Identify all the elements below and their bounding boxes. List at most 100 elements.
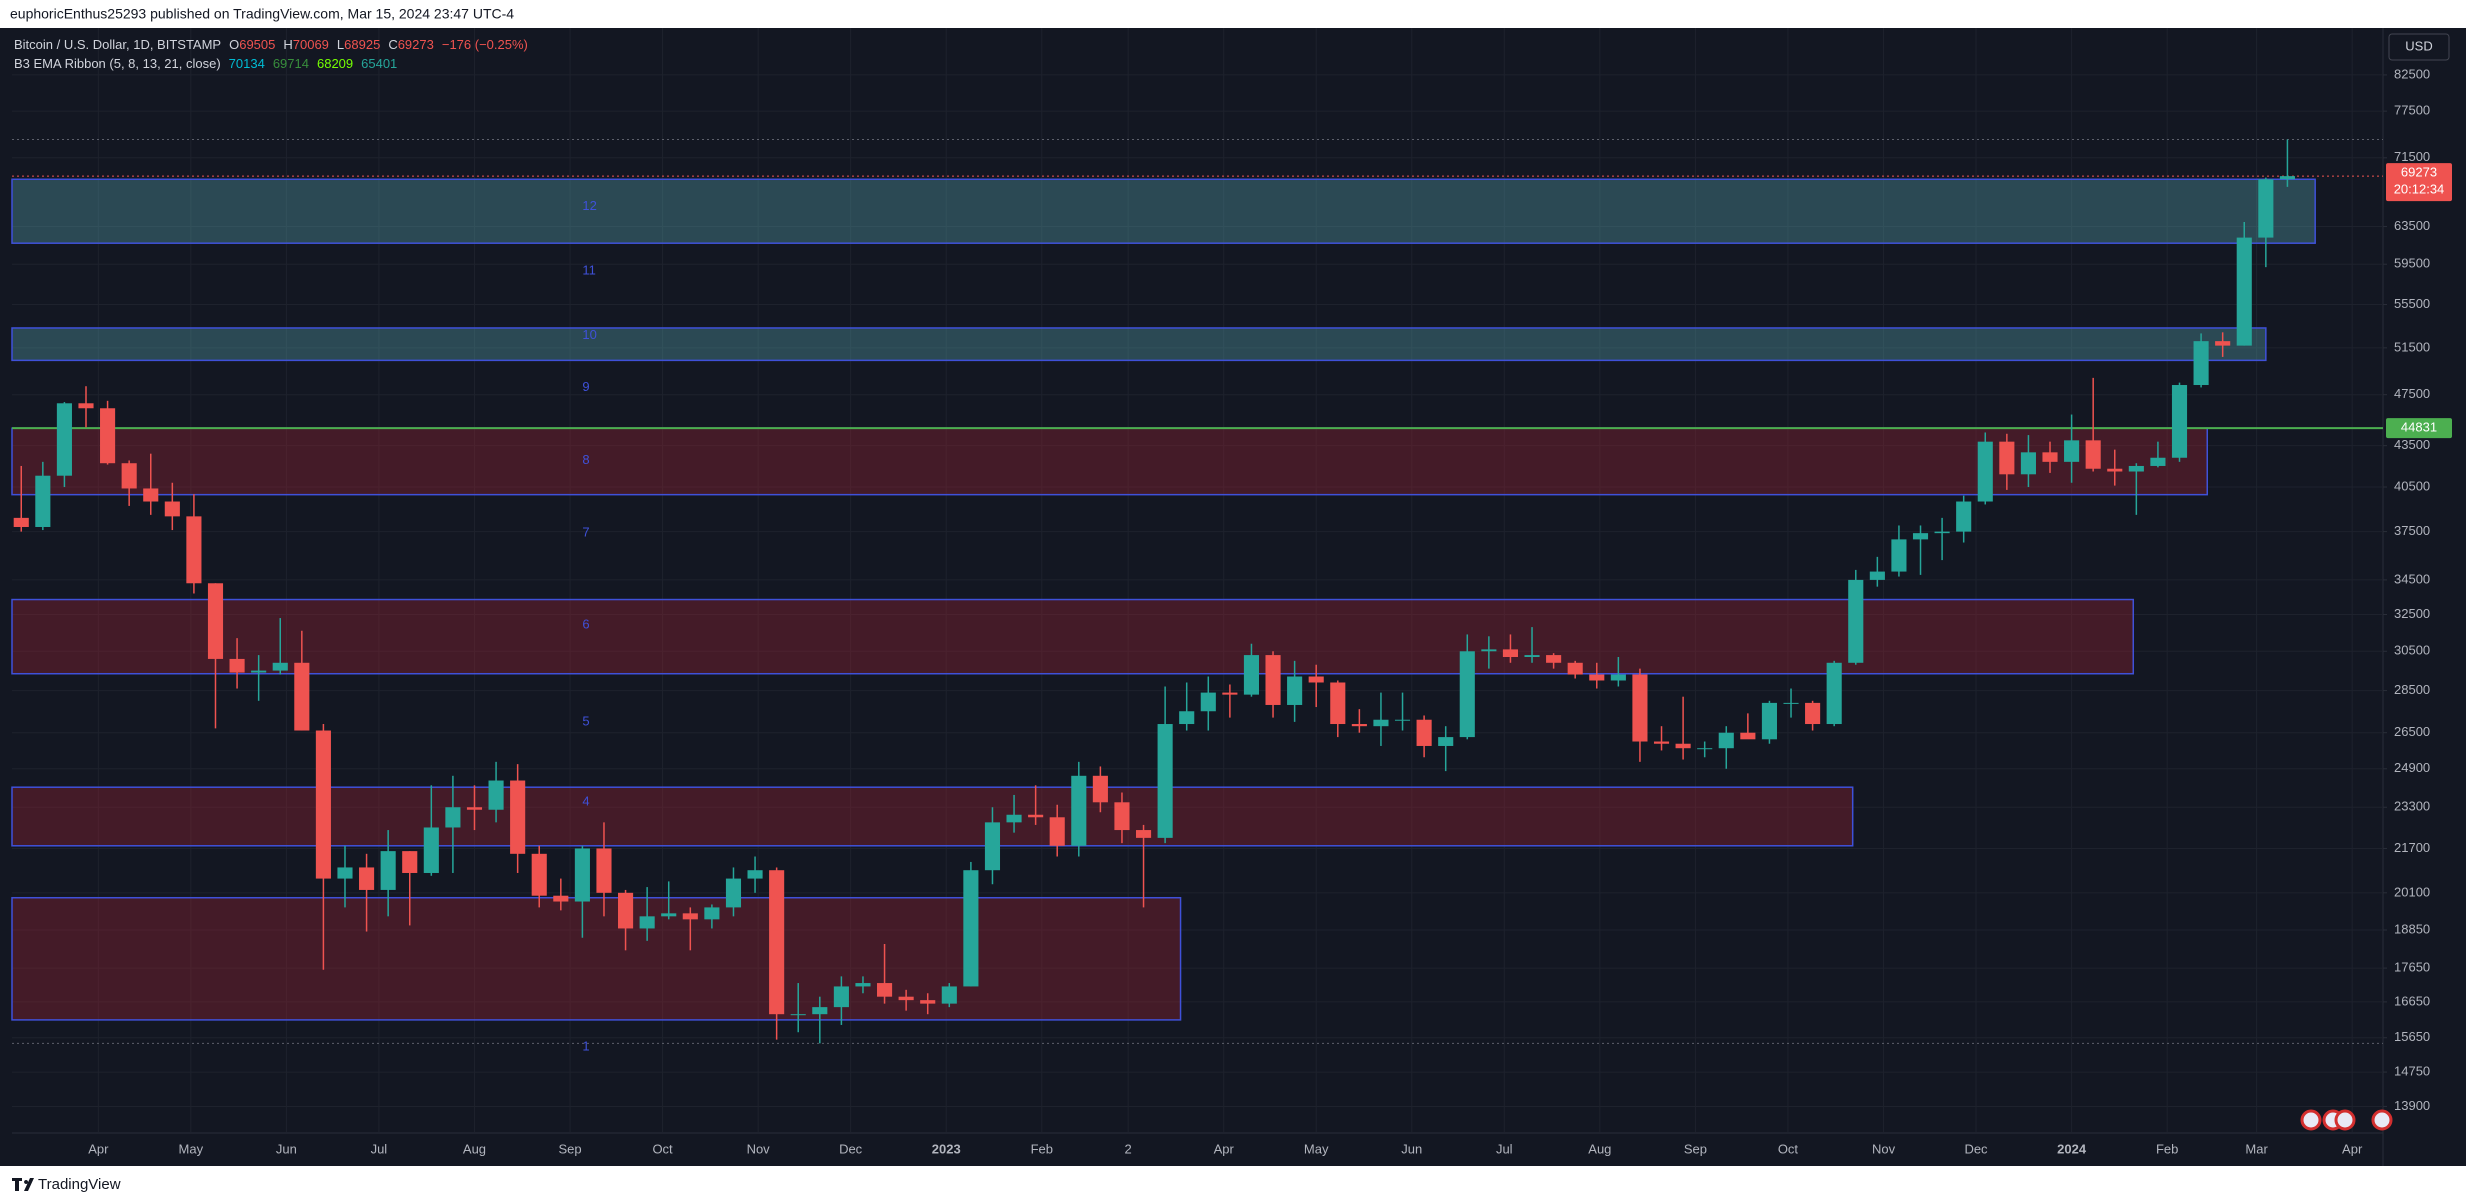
- x-tick-label: Apr: [1214, 1141, 1235, 1156]
- y-tick-label: 34500: [2394, 571, 2430, 586]
- candle-body: [1459, 651, 1475, 738]
- candle-body: [35, 475, 51, 527]
- x-tick-label: Dec: [1964, 1141, 1988, 1156]
- zone: [11, 598, 2135, 675]
- candle-body: [1114, 802, 1130, 831]
- candle-body: [2171, 385, 2188, 458]
- x-tick-label: Oct: [1778, 1141, 1799, 1156]
- candle-body: [1265, 655, 1281, 705]
- x-tick-label: 2: [1125, 1141, 1132, 1156]
- candle-body: [1632, 674, 1648, 742]
- candle-body: [1610, 674, 1626, 681]
- candle-body: [1200, 692, 1216, 712]
- candle-body: [574, 848, 590, 902]
- candle-body: [984, 822, 1001, 871]
- candle-body: [1675, 743, 1691, 749]
- y-tick-label: 28500: [2394, 682, 2430, 697]
- candle-body: [1049, 817, 1065, 846]
- indicator-value: 65401: [361, 56, 397, 71]
- candle-body: [2020, 452, 2036, 475]
- candle-body: [1502, 649, 1519, 658]
- candle-body: [1999, 441, 2015, 475]
- candle-body: [1006, 814, 1022, 823]
- candle-body: [1718, 732, 1734, 749]
- candle-body: [207, 583, 224, 659]
- indicator-value: 70134: [229, 56, 265, 71]
- candle-body: [1805, 702, 1821, 725]
- last-price-label: 69273: [2401, 165, 2437, 180]
- candle-body: [2107, 468, 2123, 472]
- y-tick-label: 24900: [2394, 760, 2430, 775]
- candle-body: [78, 403, 94, 409]
- candle-body: [272, 662, 288, 671]
- x-tick-label: May: [1304, 1141, 1329, 1156]
- x-tick-label: Feb: [2156, 1141, 2178, 1156]
- candle-body: [229, 658, 245, 673]
- y-tick-label: 59500: [2394, 256, 2430, 271]
- candle-body: [1243, 655, 1260, 695]
- zone: [11, 178, 2316, 244]
- candle-body: [704, 907, 720, 920]
- candle-body: [639, 916, 655, 929]
- candle-body: [510, 780, 526, 854]
- candle-body: [1028, 814, 1044, 818]
- level-label: 8: [582, 452, 589, 467]
- candle-body: [2042, 452, 2058, 462]
- indicator-row: B3 EMA Ribbon (5, 8, 13, 21, close) 70134…: [14, 56, 397, 71]
- candle-body: [1567, 662, 1583, 675]
- y-tick-label: 43500: [2394, 437, 2430, 452]
- candle-body: [2085, 440, 2101, 469]
- candle-body: [1740, 732, 1756, 740]
- candle-body: [1653, 741, 1670, 744]
- x-tick-label: Sep: [558, 1141, 581, 1156]
- candle-body: [1524, 655, 1540, 658]
- candle-body: [1891, 539, 1907, 572]
- candle-body: [1589, 674, 1605, 681]
- candle-body: [294, 662, 310, 731]
- y-tick-label: 23300: [2394, 799, 2430, 814]
- legend-row: Bitcoin / U.S. Dollar, 1D, BITSTAMP O6950…: [14, 37, 528, 52]
- footer-brand: TradingView: [38, 1176, 121, 1193]
- ohlc-value: 69273: [398, 37, 434, 52]
- countdown: 20:12:34: [2394, 182, 2445, 197]
- event-icon[interactable]: [2371, 1109, 2393, 1131]
- candle-body: [661, 913, 677, 917]
- candle-body: [445, 807, 461, 828]
- x-tick-label: Nov: [1872, 1141, 1896, 1156]
- y-tick-label: 51500: [2394, 339, 2430, 354]
- candle-body: [1956, 501, 1972, 532]
- x-tick-label: Jun: [1401, 1141, 1422, 1156]
- x-tick-label: May: [179, 1141, 204, 1156]
- event-icon[interactable]: [2334, 1109, 2356, 1131]
- y-tick-label: 47500: [2394, 386, 2430, 401]
- x-tick-label: Aug: [1588, 1141, 1611, 1156]
- candle-body: [2064, 440, 2080, 462]
- y-tick-label: 82500: [2394, 66, 2430, 81]
- level-price-label: 44831: [2401, 420, 2437, 435]
- candle-body: [725, 878, 742, 908]
- x-tick-label: Oct: [652, 1141, 673, 1156]
- candle-body: [143, 488, 159, 502]
- candles: [13, 139, 2295, 1044]
- event-icon[interactable]: [2300, 1109, 2322, 1131]
- tv-logo: [12, 1178, 34, 1191]
- level-label: 6: [582, 617, 589, 632]
- y-tick-label: 40500: [2394, 478, 2430, 493]
- ohlc-key: H: [283, 37, 292, 52]
- x-tick-label: 2023: [932, 1141, 961, 1156]
- x-tick-label: Aug: [463, 1141, 486, 1156]
- candle-body: [186, 516, 202, 584]
- candle-body: [618, 892, 634, 929]
- levels: [12, 138, 2383, 1044]
- zone: [11, 896, 1182, 1021]
- candle-body: [2215, 341, 2231, 346]
- candle-body: [1308, 676, 1324, 683]
- candle-body: [380, 851, 396, 890]
- candle-body: [1826, 662, 1842, 725]
- y-tick-label: 32500: [2394, 606, 2430, 621]
- level-label: 11: [582, 263, 596, 278]
- ohlc-value: 69505: [239, 37, 275, 52]
- candle-body: [1481, 649, 1497, 652]
- chart-background: [0, 28, 2466, 1166]
